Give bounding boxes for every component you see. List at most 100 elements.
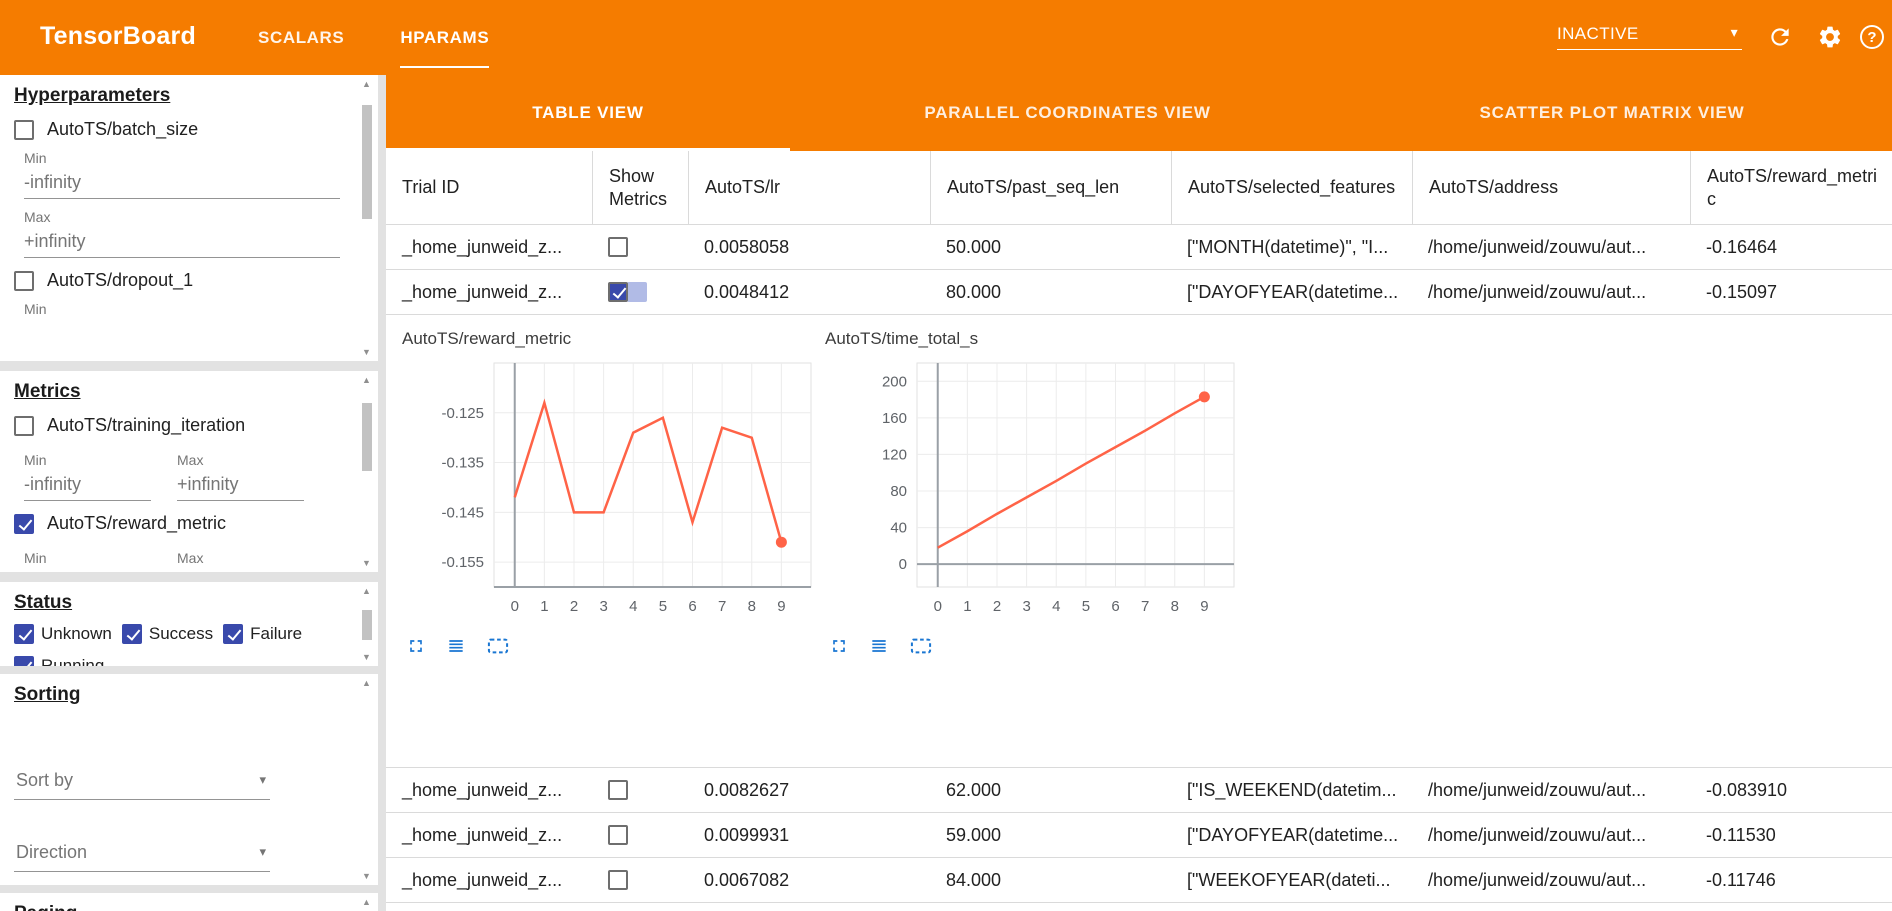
- help-button[interactable]: ?: [1856, 21, 1888, 53]
- show-metrics-checkbox[interactable]: [608, 282, 628, 302]
- expand-chart-icon[interactable]: [829, 636, 849, 656]
- hparam-item-batch-size[interactable]: AutoTS/batch_size: [14, 119, 364, 140]
- scrollbar-thumb[interactable]: [362, 610, 372, 640]
- min-input[interactable]: [24, 470, 151, 501]
- fit-domain-icon[interactable]: [486, 636, 510, 656]
- scroll-down-icon[interactable]: ▼: [362, 558, 371, 568]
- sorting-panel: Sorting Sort by ▾ Direction ▾ ▲ ▼: [0, 674, 378, 885]
- settings-button[interactable]: [1814, 21, 1846, 53]
- max-input[interactable]: [177, 470, 304, 501]
- hparams-sidebar: Hyperparameters AutoTS/batch_size Min Ma…: [0, 75, 386, 911]
- status-label: Success: [148, 624, 214, 643]
- checkbox[interactable]: [223, 624, 244, 644]
- sorting-heading: Sorting: [14, 684, 81, 705]
- tab-hparams[interactable]: HPARAMS: [400, 0, 490, 75]
- expand-chart-icon[interactable]: [406, 636, 426, 656]
- min-label: Min: [24, 452, 47, 468]
- show-metrics-cell: [592, 768, 688, 812]
- svg-text:160: 160: [882, 410, 907, 427]
- trial-id-cell: _home_junweid_z...: [402, 824, 563, 845]
- checkbox[interactable]: [121, 624, 142, 644]
- reward-metric-chart: AutoTS/reward_metric 0 1 2 3 4 5 6 7 8 9 -0.125 -0.…: [402, 329, 825, 767]
- scroll-up-icon[interactable]: ▲: [362, 586, 371, 596]
- min-label: Min: [24, 150, 47, 166]
- checkbox[interactable]: [14, 656, 34, 666]
- scrollbar[interactable]: ▲ ▼: [360, 584, 374, 664]
- scroll-down-icon[interactable]: ▼: [362, 652, 371, 662]
- status-filter-running[interactable]: Running: [14, 656, 104, 666]
- sort-by-select[interactable]: Sort by ▾: [14, 764, 270, 800]
- scroll-up-icon[interactable]: ▲: [362, 79, 371, 89]
- show-metrics-checkbox[interactable]: [608, 237, 628, 257]
- scrollbar[interactable]: ▲ ▼: [360, 77, 374, 359]
- reward-metric-cell: -0.16464: [1706, 236, 1778, 257]
- chart-toolbar: [402, 636, 825, 656]
- past-seq-len-cell: 50.000: [946, 236, 1002, 257]
- scrollbar-thumb[interactable]: [362, 105, 372, 219]
- trial-id-cell: _home_junweid_z...: [402, 869, 563, 890]
- hparam-item-dropout-1[interactable]: AutoTS/dropout_1: [14, 270, 364, 291]
- data-table-toggle-icon[interactable]: [446, 636, 466, 656]
- svg-text:7: 7: [1141, 598, 1149, 615]
- show-metrics-cell: [592, 813, 688, 857]
- trial-id-cell: _home_junweid_z...: [402, 779, 563, 800]
- metrics-panel: Metrics AutoTS/training_iteration Min Ma…: [0, 371, 378, 572]
- address-cell: /home/junweid/zouwu/aut...: [1428, 824, 1647, 845]
- scrollbar-thumb[interactable]: [362, 403, 372, 471]
- scrollbar[interactable]: ▲ ▼: [360, 676, 374, 883]
- scroll-down-icon[interactable]: ▼: [362, 871, 371, 881]
- scroll-down-icon[interactable]: ▼: [362, 347, 371, 357]
- status-heading: Status: [14, 592, 73, 613]
- status-filter-success[interactable]: Success: [121, 624, 214, 644]
- metric-item-reward-metric[interactable]: AutoTS/reward_metric: [14, 513, 364, 534]
- hyperparameters-panel: Hyperparameters AutoTS/batch_size Min Ma…: [0, 75, 378, 361]
- scroll-up-icon[interactable]: ▲: [362, 897, 371, 907]
- checkbox[interactable]: [14, 513, 34, 534]
- status-filter-unknown[interactable]: Unknown: [14, 624, 112, 644]
- svg-text:8: 8: [1171, 598, 1179, 615]
- svg-text:40: 40: [890, 520, 907, 537]
- status-filter-failure[interactable]: Failure: [223, 624, 302, 644]
- max-input[interactable]: [24, 227, 340, 258]
- tab-parallel-coordinates-view[interactable]: PARALLEL COORDINATES VIEW: [924, 103, 1211, 122]
- checkbox[interactable]: [14, 270, 34, 291]
- show-metrics-cell: [592, 270, 688, 314]
- scroll-up-icon[interactable]: ▲: [362, 375, 371, 385]
- min-input[interactable]: [24, 168, 340, 199]
- show-metrics-checkbox[interactable]: [608, 870, 628, 890]
- scrollbar[interactable]: ▲ ▼: [360, 373, 374, 570]
- svg-text:5: 5: [659, 598, 667, 615]
- max-label: Max: [24, 209, 51, 225]
- chevron-down-icon: ▾: [259, 772, 266, 787]
- selected-features-cell: ["MONTH(datetime)", "I...: [1187, 236, 1389, 257]
- metric-item-training-iteration[interactable]: AutoTS/training_iteration: [14, 415, 364, 436]
- checkbox[interactable]: [14, 624, 34, 644]
- tab-scatter-plot-matrix-view[interactable]: SCATTER PLOT MATRIX VIEW: [1479, 103, 1745, 122]
- show-metrics-checkbox[interactable]: [608, 825, 628, 845]
- scrollbar[interactable]: ▲: [360, 895, 374, 911]
- show-metrics-checkbox[interactable]: [608, 780, 628, 800]
- svg-text:-0.135: -0.135: [441, 455, 484, 472]
- run-state-dropdown[interactable]: INACTIVE ▾: [1557, 18, 1742, 50]
- refresh-button[interactable]: [1764, 21, 1796, 53]
- svg-text:8: 8: [748, 598, 756, 615]
- hparam-label: AutoTS/dropout_1: [47, 270, 194, 290]
- table-row: _home_junweid_z... 0.0067082 84.000 ["WE…: [386, 858, 1892, 903]
- direction-select[interactable]: Direction ▾: [14, 836, 270, 872]
- data-table-toggle-icon[interactable]: [869, 636, 889, 656]
- fit-domain-icon[interactable]: [909, 636, 933, 656]
- metric-charts-row: AutoTS/reward_metric 0 1 2 3 4 5 6 7 8 9 -0.125 -0.…: [386, 315, 1892, 768]
- svg-text:1: 1: [963, 598, 971, 615]
- chevron-down-icon: ▾: [1730, 24, 1738, 40]
- checkbox[interactable]: [14, 415, 34, 436]
- svg-text:2: 2: [570, 598, 578, 615]
- tab-scalars[interactable]: SCALARS: [258, 27, 345, 47]
- checkbox[interactable]: [14, 119, 34, 140]
- svg-text:7: 7: [718, 598, 726, 615]
- tab-table-view[interactable]: TABLE VIEW: [386, 75, 790, 151]
- chart-title: AutoTS/reward_metric: [402, 329, 572, 348]
- scroll-up-icon[interactable]: ▲: [362, 678, 371, 688]
- time-total-chart: AutoTS/time_total_s 0 1 2 3 4 5 6 7 8 9 0 40 80 120 16…: [825, 329, 1248, 767]
- status-label: Failure: [250, 624, 303, 643]
- past-seq-len-cell: 59.000: [946, 824, 1002, 845]
